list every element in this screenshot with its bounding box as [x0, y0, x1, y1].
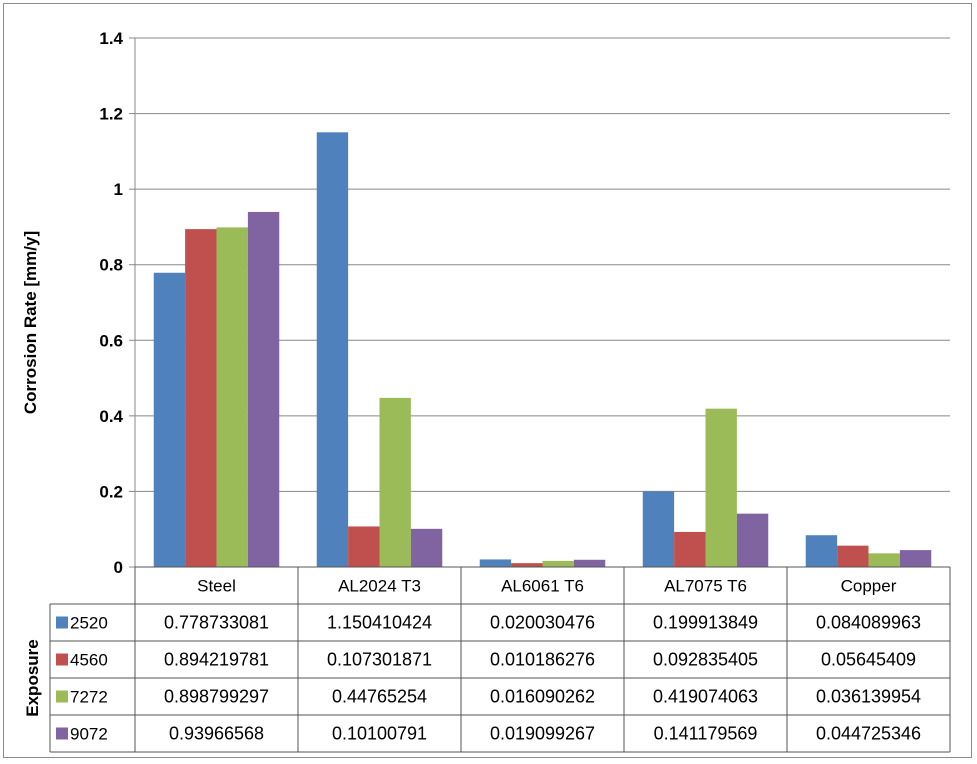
y-axis-label: Corrosion Rate [mm/y]	[21, 231, 40, 414]
legend-label: 2520	[70, 614, 108, 633]
y-tick-label: 1.4	[99, 29, 123, 48]
data-label: 0.44765254	[332, 687, 427, 707]
bar-9072-3	[736, 513, 769, 567]
legend-swatch-2520	[56, 616, 68, 629]
y-tick-label: 0.8	[99, 256, 123, 275]
x-category-label: AL6061 T6	[501, 577, 584, 596]
data-label: 0.10100791	[332, 724, 427, 744]
data-label: 0.010186276	[490, 650, 595, 670]
data-label: 1.150410424	[327, 613, 432, 633]
bar-4560-0	[185, 229, 217, 567]
bar-7272-2	[542, 560, 574, 567]
data-label: 0.894219781	[164, 650, 269, 670]
data-label: 0.419074063	[653, 687, 758, 707]
x-category-label: AL2024 T3	[338, 577, 421, 596]
data-label: 0.036139954	[816, 687, 921, 707]
data-label: 0.898799297	[164, 687, 269, 707]
legend-title: Exposure	[23, 639, 42, 716]
bar-7272-3	[705, 408, 737, 567]
data-label: 0.778733081	[164, 613, 269, 633]
y-tick-label: 0	[114, 558, 123, 577]
data-label: 0.016090262	[490, 687, 595, 707]
data-label: 0.141179569	[654, 724, 758, 744]
data-label: 0.93966568	[169, 724, 264, 744]
bar-7272-0	[216, 227, 248, 567]
bar-2520-2	[479, 559, 512, 567]
data-table: Steel AL2024 T3 AL6061 T6 AL7075 T6 Copper 25…	[49, 566, 951, 753]
bar-4560-3	[674, 531, 706, 567]
legend-swatch-9072	[56, 727, 68, 740]
bar-2520-0	[153, 272, 186, 567]
data-label: 0.05645409	[821, 650, 916, 670]
bar-9072-1	[410, 528, 443, 567]
chart-frame: 0 0.2 0.4 0.6 0.8 1 1.2 1.4 Steel AL2024 T3 AL606…	[3, 3, 972, 758]
bar-9072-4	[899, 550, 932, 567]
bar-7272-4	[868, 553, 900, 567]
data-label: 0.084089963	[816, 613, 921, 633]
bar-2520-4	[805, 535, 838, 567]
data-label: 0.044725346	[816, 724, 921, 744]
data-label: 0.199913849	[653, 613, 758, 633]
bar-4560-1	[348, 526, 380, 567]
bar-9072-2	[573, 559, 606, 567]
y-tick-label: 1.2	[99, 105, 123, 124]
y-tick-label: 0.2	[99, 482, 123, 501]
axes: 0 0.2 0.4 0.6 0.8 1 1.2 1.4	[99, 29, 136, 577]
legend-label: 7272	[70, 688, 108, 707]
legend-label: 9072	[70, 725, 108, 744]
y-tick-label: 0.4	[99, 407, 123, 426]
data-label: 0.019099267	[490, 724, 595, 744]
y-tick-label: 1	[114, 180, 123, 199]
x-category-label: Steel	[197, 577, 236, 596]
x-category-label: AL7075 T6	[664, 577, 747, 596]
y-tick-label: 0.6	[99, 331, 123, 350]
bar-9072-0	[247, 211, 280, 567]
legend-swatch-4560	[56, 653, 68, 666]
bar-4560-4	[837, 545, 869, 567]
legend-swatch-7272	[56, 690, 68, 703]
bar-2520-1	[316, 132, 349, 567]
data-label: 0.092835405	[653, 650, 758, 670]
bars	[153, 132, 932, 567]
x-category-label: Copper	[841, 577, 897, 596]
data-label: 0.020030476	[490, 613, 595, 633]
data-label: 0.107301871	[327, 650, 432, 670]
legend-label: 4560	[70, 651, 108, 670]
bar-chart: 0 0.2 0.4 0.6 0.8 1 1.2 1.4 Steel AL2024 T3 AL606…	[21, 29, 951, 753]
bar-4560-2	[511, 563, 543, 567]
bar-7272-1	[379, 397, 411, 567]
bar-2520-3	[642, 491, 675, 567]
